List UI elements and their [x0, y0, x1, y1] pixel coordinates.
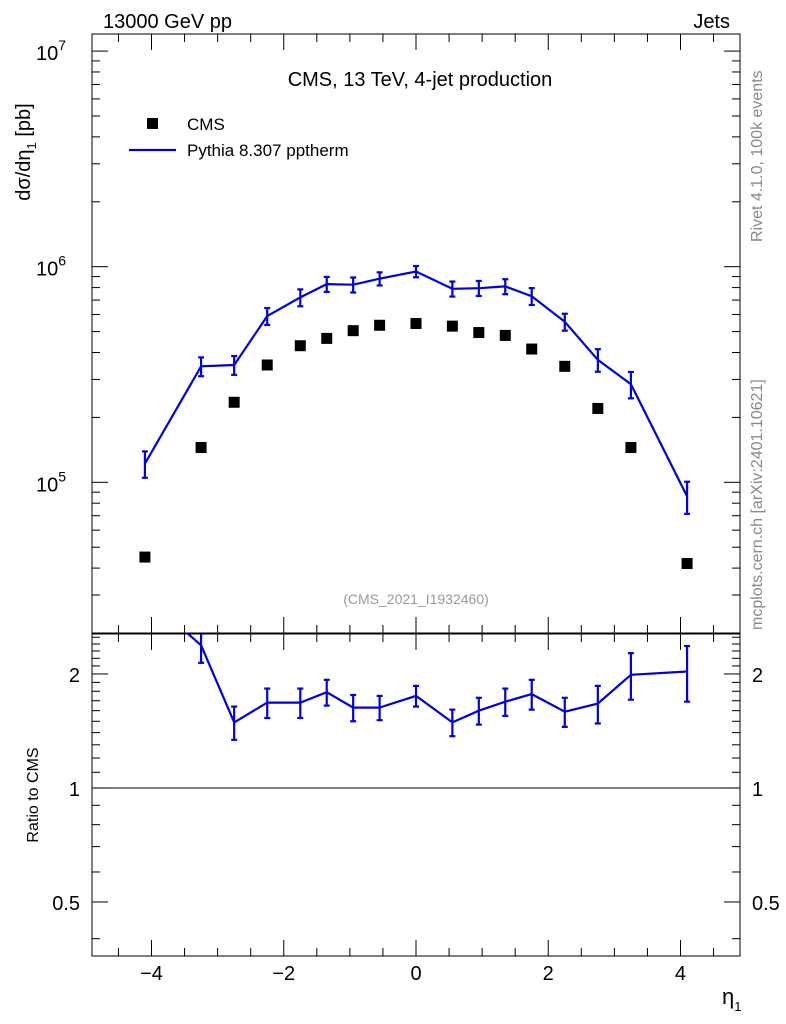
- mc-series: [141, 264, 691, 515]
- data-point: [139, 551, 151, 563]
- legend-mc-label: Pythia 8.307 pptherm: [187, 141, 349, 160]
- data-series: [139, 318, 693, 570]
- main-y-tick-mantissa: 10: [36, 474, 58, 496]
- main-y-tick-label: 107: [36, 37, 66, 65]
- data-point: [261, 359, 273, 371]
- data-point: [681, 558, 693, 570]
- x-axis: −4 −2 0 2 4: [117, 34, 715, 985]
- ratio-y-axis-label: Ratio to CMS: [25, 747, 42, 842]
- ratio-plot-frame: [91, 633, 741, 957]
- ratio-y-axis: 0.5 0.5 1 1 2 2: [52, 636, 780, 940]
- y-axis-label-unit: [pb]: [13, 103, 35, 142]
- ratio-y-tick-label-right: 0.5: [752, 893, 780, 915]
- main-y-tick-mantissa: 10: [36, 43, 58, 65]
- data-point: [347, 325, 359, 337]
- ratio-y-tick-label-right: 1: [752, 779, 763, 801]
- data-point: [321, 332, 333, 344]
- rivet-label: Rivet 4.1.0, 100k events: [749, 70, 766, 242]
- legend-data-label: CMS: [187, 115, 225, 134]
- ratio-line: [186, 634, 688, 724]
- y-axis-label: dσ/dη1 [pb]: [13, 103, 39, 200]
- x-axis-label: η1: [722, 984, 741, 1014]
- y-axis-label-sub: 1: [24, 142, 39, 149]
- main-y-tick-label: 105: [36, 468, 66, 496]
- main-y-tick-exponent: 5: [58, 468, 66, 484]
- x-axis-label-main: η: [722, 984, 734, 1009]
- data-point: [446, 320, 458, 332]
- data-point: [294, 340, 306, 352]
- data-point: [592, 402, 604, 414]
- main-y-tick-exponent: 6: [58, 253, 66, 269]
- svg-text:dσ/dη1 [pb]: dσ/dη1 [pb]: [13, 103, 39, 200]
- data-point: [195, 442, 207, 454]
- mc-line: [143, 270, 689, 497]
- ratio-y-tick-label-left: 0.5: [52, 893, 80, 915]
- main-y-tick-label: 106: [36, 253, 66, 281]
- x-axis-label-sub: 1: [734, 999, 741, 1014]
- data-point: [410, 318, 422, 330]
- ratio-series: [186, 634, 691, 741]
- x-tick-label: −2: [272, 963, 295, 985]
- x-tick-label: 2: [543, 963, 554, 985]
- y-axis-label-main: dσ/dη: [13, 149, 35, 200]
- data-point: [374, 319, 386, 331]
- main-y-tick-mantissa: 10: [36, 259, 58, 281]
- ratio-y-tick-label-right: 2: [752, 665, 763, 687]
- main-y-tick-exponent: 7: [58, 37, 66, 53]
- x-tick-label: 0: [410, 963, 421, 985]
- chart-title: CMS, 13 TeV, 4-jet production: [288, 69, 553, 91]
- header-process: 13000 GeV pp: [103, 11, 232, 33]
- data-point: [625, 442, 637, 454]
- data-point: [228, 396, 240, 408]
- x-tick-label: 4: [675, 963, 686, 985]
- legend-data-marker: [147, 118, 158, 129]
- x-tick-label: −4: [140, 963, 163, 985]
- header-category: Jets: [693, 11, 730, 33]
- data-point: [559, 360, 571, 372]
- data-point: [473, 327, 485, 339]
- svg-text:η1: η1: [722, 984, 741, 1014]
- data-point: [526, 343, 538, 355]
- ratio-y-tick-label-left: 2: [69, 665, 80, 687]
- data-point: [499, 329, 511, 341]
- analysis-watermark: (CMS_2021_I1932460): [343, 591, 489, 607]
- ratio-y-tick-label-left: 1: [69, 779, 80, 801]
- mcplots-label: mcplots.cern.ch [arXiv:2401.10621]: [749, 379, 766, 630]
- legend: CMS Pythia 8.307 pptherm: [129, 115, 349, 160]
